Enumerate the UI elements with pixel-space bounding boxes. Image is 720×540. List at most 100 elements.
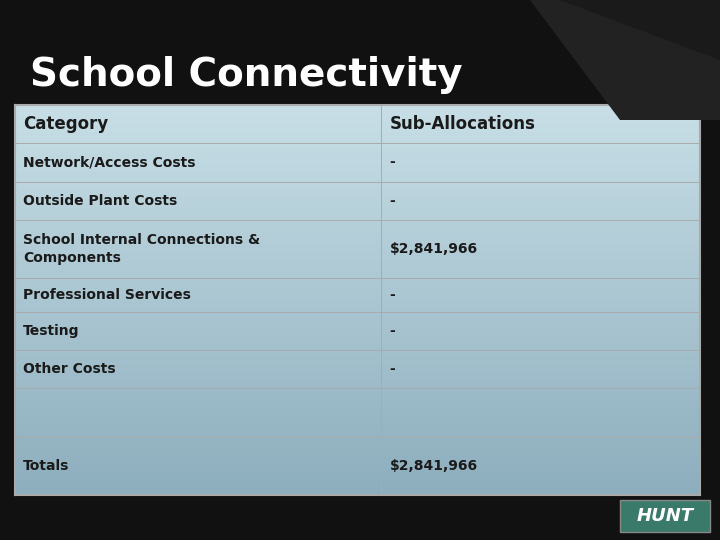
- Text: School Connectivity: School Connectivity: [30, 56, 463, 94]
- Bar: [15, 140, 700, 141]
- Bar: [15, 138, 700, 139]
- Bar: [15, 219, 700, 221]
- Bar: [15, 336, 700, 338]
- Bar: [15, 410, 700, 412]
- Bar: [15, 154, 700, 156]
- Bar: [15, 476, 700, 477]
- Bar: [15, 353, 700, 355]
- Bar: [15, 167, 700, 168]
- Bar: [15, 123, 700, 125]
- Bar: [15, 192, 700, 193]
- Bar: [15, 461, 700, 462]
- Text: $2,841,966: $2,841,966: [390, 459, 477, 473]
- Bar: [15, 177, 700, 178]
- Bar: [15, 209, 700, 210]
- Bar: [15, 206, 700, 208]
- Bar: [15, 158, 700, 160]
- Bar: [15, 191, 700, 192]
- Bar: [15, 187, 700, 188]
- Bar: [15, 365, 700, 366]
- Bar: [15, 300, 700, 301]
- Bar: [15, 292, 700, 294]
- Bar: [15, 377, 700, 378]
- Bar: [15, 330, 700, 331]
- Bar: [15, 378, 700, 379]
- Bar: [15, 264, 700, 265]
- Bar: [15, 262, 700, 264]
- Text: Outside Plant Costs: Outside Plant Costs: [23, 194, 177, 208]
- Bar: [15, 252, 700, 253]
- Bar: [15, 465, 700, 467]
- Bar: [15, 348, 700, 349]
- Bar: [15, 235, 700, 237]
- Bar: [15, 139, 700, 140]
- Bar: [15, 429, 700, 430]
- Bar: [15, 215, 700, 217]
- Bar: [15, 352, 700, 353]
- Bar: [15, 156, 700, 157]
- Bar: [15, 404, 700, 406]
- Text: School Internal Connections &
Components: School Internal Connections & Components: [23, 233, 260, 265]
- Bar: [15, 114, 700, 116]
- Bar: [15, 275, 700, 276]
- Bar: [15, 244, 700, 245]
- Bar: [15, 208, 700, 209]
- Bar: [15, 454, 700, 455]
- Bar: [15, 136, 700, 138]
- Bar: [15, 170, 700, 171]
- Bar: [15, 148, 700, 149]
- Bar: [15, 267, 700, 269]
- Bar: [15, 421, 700, 422]
- Bar: [15, 171, 700, 173]
- Bar: [15, 361, 700, 362]
- Bar: [15, 483, 700, 484]
- Bar: [15, 237, 700, 238]
- Bar: [15, 447, 700, 448]
- Bar: [15, 240, 700, 241]
- Bar: [15, 201, 700, 202]
- Polygon shape: [530, 0, 720, 120]
- Bar: [15, 452, 700, 454]
- Bar: [15, 118, 700, 119]
- Text: HUNT: HUNT: [636, 507, 693, 525]
- Bar: [15, 446, 700, 447]
- Bar: [15, 439, 700, 441]
- Bar: [15, 366, 700, 368]
- Text: Network/Access Costs: Network/Access Costs: [23, 156, 196, 170]
- Bar: [15, 401, 700, 403]
- Bar: [15, 221, 700, 222]
- Bar: [15, 260, 700, 261]
- Bar: [15, 434, 700, 435]
- Bar: [15, 308, 700, 309]
- Bar: [15, 420, 700, 421]
- Bar: [15, 464, 700, 465]
- Bar: [15, 130, 700, 131]
- Bar: [15, 210, 700, 212]
- Bar: [15, 460, 700, 461]
- Bar: [15, 278, 700, 279]
- Bar: [15, 313, 700, 314]
- Bar: [15, 379, 700, 381]
- Bar: [15, 431, 700, 433]
- Bar: [15, 470, 700, 471]
- Bar: [15, 161, 700, 162]
- Bar: [15, 116, 700, 117]
- Bar: [15, 160, 700, 161]
- Bar: [15, 433, 700, 434]
- Bar: [15, 457, 700, 458]
- Bar: [15, 232, 700, 234]
- Bar: [15, 408, 700, 409]
- Bar: [0, 495, 720, 540]
- Bar: [15, 113, 700, 114]
- Bar: [15, 478, 700, 480]
- Bar: [15, 391, 700, 392]
- Bar: [15, 257, 700, 259]
- Bar: [15, 226, 700, 227]
- Bar: [15, 227, 700, 228]
- Bar: [15, 417, 700, 418]
- Bar: [15, 469, 700, 470]
- Bar: [15, 369, 700, 370]
- Bar: [15, 359, 700, 360]
- Bar: [15, 347, 700, 348]
- Bar: [15, 122, 700, 123]
